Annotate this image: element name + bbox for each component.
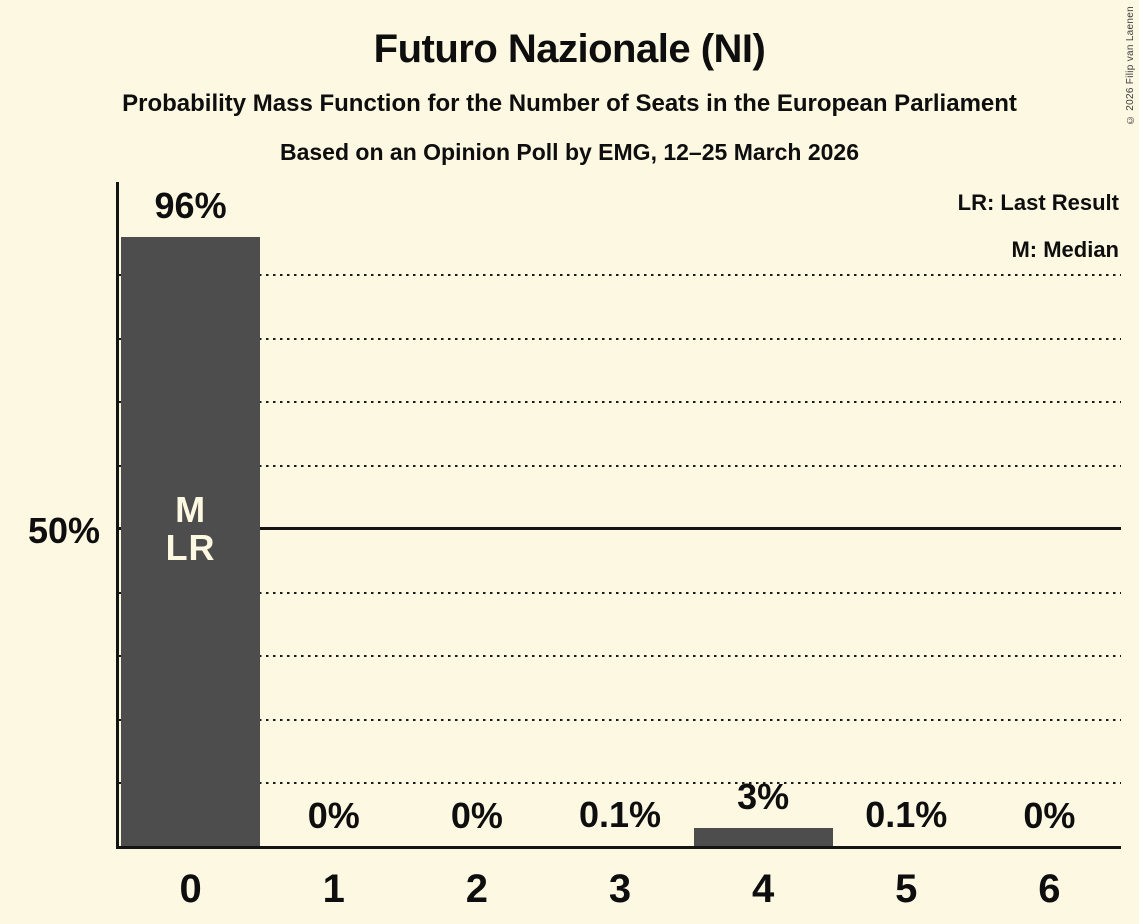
x-tick-label-0: 0 bbox=[179, 867, 202, 911]
x-tick-label-2: 2 bbox=[465, 867, 488, 911]
legend: LR: Last Result M: Median bbox=[958, 179, 1119, 273]
bar-value-label-seat-5: 0.1% bbox=[865, 794, 948, 836]
x-tick-label-4: 4 bbox=[752, 867, 775, 911]
copyright-notice: © 2026 Filip van Laenen bbox=[1125, 6, 1136, 126]
bar-seat-4 bbox=[693, 827, 833, 847]
x-tick-label-5: 5 bbox=[895, 867, 918, 911]
bar-annotation-line: LR bbox=[165, 527, 216, 568]
gridline-dotted-60pct bbox=[119, 464, 1121, 467]
bar-value-label-seat-0: 96% bbox=[154, 185, 227, 227]
legend-item-last-result: LR: Last Result bbox=[957, 190, 1119, 215]
gridline-dotted-70pct bbox=[119, 401, 1121, 404]
bar-value-label-seat-4: 3% bbox=[737, 775, 790, 817]
gridline-dotted-90pct bbox=[119, 274, 1121, 277]
gridline-solid-50pct bbox=[119, 527, 1121, 531]
gridline-dotted-80pct bbox=[119, 337, 1121, 340]
y-axis-line bbox=[116, 182, 119, 849]
x-tick-label-6: 6 bbox=[1038, 867, 1061, 911]
gridline-dotted-20pct bbox=[119, 718, 1121, 721]
gridline-dotted-30pct bbox=[119, 655, 1121, 658]
x-tick-label-1: 1 bbox=[322, 867, 345, 911]
chart-source-line: Based on an Opinion Poll by EMG, 12–25 M… bbox=[279, 139, 859, 165]
gridline-dotted-10pct bbox=[119, 782, 1121, 785]
chart-subtitle: Probability Mass Function for the Number… bbox=[122, 90, 1017, 117]
x-axis-line bbox=[116, 846, 1121, 849]
bar-annotation-line: M bbox=[175, 489, 207, 530]
y-axis-tick-label-50pct: 50% bbox=[27, 510, 100, 551]
gridline-dotted-40pct bbox=[119, 591, 1121, 594]
bar-value-label-seat-2: 0% bbox=[450, 795, 503, 836]
bar-annotation-seat-0: M LR bbox=[119, 491, 262, 567]
legend-item-median: M: Median bbox=[1011, 237, 1119, 262]
x-tick-label-3: 3 bbox=[608, 867, 632, 911]
bar-value-label-seat-1: 0% bbox=[307, 795, 360, 836]
bar-value-label-seat-6: 0% bbox=[1023, 795, 1076, 836]
bar-value-label-seat-3: 0.1% bbox=[578, 794, 662, 836]
bar-seat-0 bbox=[121, 237, 261, 847]
chart-title: Futuro Nazionale (NI) bbox=[373, 27, 766, 71]
